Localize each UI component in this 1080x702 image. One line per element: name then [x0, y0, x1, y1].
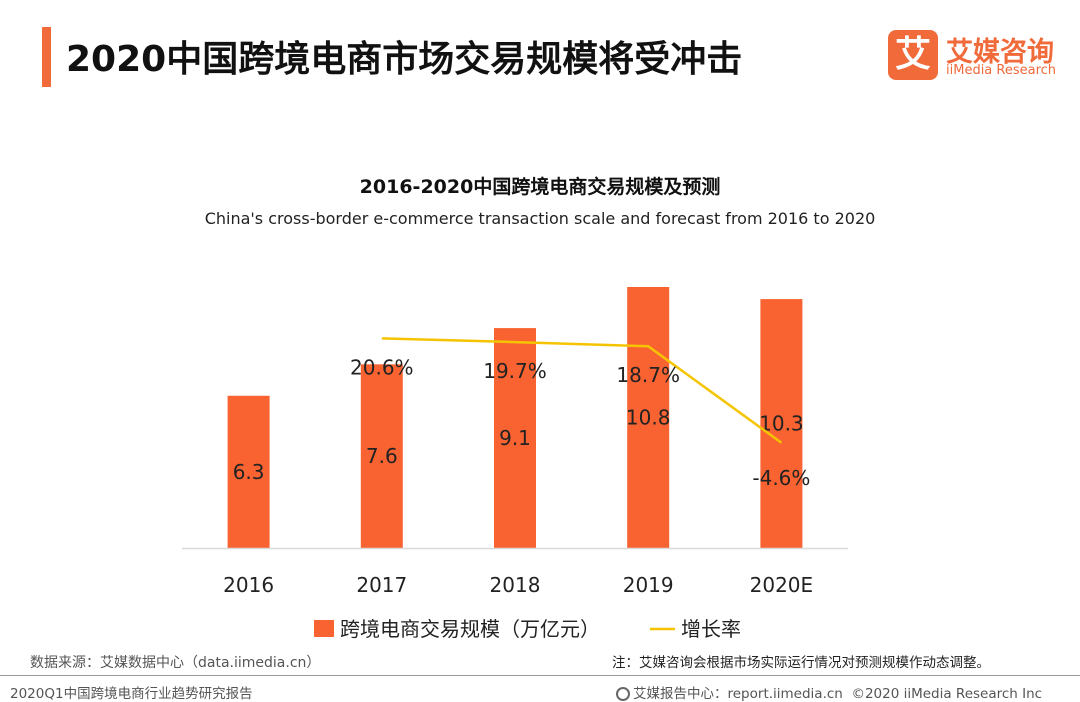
copyright: ©2020 iiMedia Research Inc: [851, 686, 1043, 702]
chart-subtitle: China's cross-border e-commerce transact…: [204, 209, 876, 228]
growth-label-2018: 19.7%: [483, 359, 547, 383]
title-accent-bar: [42, 27, 51, 87]
bar-value-label-2016: 6.3: [233, 460, 265, 484]
x-tick-label-2017: 2017: [356, 573, 407, 597]
growth-label-2020E: -4.6%: [752, 466, 810, 490]
bar-2018: [494, 328, 536, 548]
x-tick-label-2016: 2016: [223, 573, 274, 597]
footer-right: 艾媒报告中心：report.iimedia.cn ©2020 iiMedia R…: [616, 682, 1042, 702]
chart-title: 2016-2020中国跨境电商交易规模及预测: [359, 176, 721, 198]
growth-label-2017: 20.6%: [350, 355, 414, 379]
x-tick-label-2018: 2018: [490, 573, 541, 597]
logo-mark: 艾: [888, 30, 938, 80]
x-tick-label-2020E: 2020E: [750, 573, 814, 597]
data-source: 数据来源：艾媒数据中心（data.iimedia.cn）: [30, 655, 321, 671]
iimedia-logo: 艾 艾媒咨询 iiMedia Research: [888, 30, 1068, 80]
legend-swatch-bar: [314, 620, 334, 637]
report-name: 2020Q1中国跨境电商行业趋势研究报告: [10, 686, 253, 702]
report-center: 艾媒报告中心：report.iimedia.cn: [633, 686, 843, 702]
bar-2020E: [760, 299, 803, 548]
legend-label-line: 增长率: [681, 617, 741, 641]
logo-english-name: iiMedia Research: [946, 63, 1057, 78]
bar-2019: [627, 287, 670, 548]
bar-value-label-2018: 9.1: [499, 426, 531, 450]
bar-value-label-2019: 10.8: [626, 406, 671, 430]
growth-rate-line: [381, 337, 783, 444]
growth-label-2019: 18.7%: [616, 363, 680, 387]
x-tick-label-2019: 2019: [623, 573, 674, 597]
bar-2017: [360, 364, 403, 548]
logo-chinese-name: 艾媒咨询: [946, 37, 1054, 68]
legend-label-bar: 跨境电商交易规模（万亿元）: [340, 617, 600, 641]
bar-2016: [227, 395, 270, 548]
bar-value-label-2017: 7.6: [366, 444, 398, 468]
forecast-note: 注：艾媒咨询会根据市场实际运行情况对预测规模作动态调整。: [612, 655, 990, 671]
page-title: 2020中国跨境电商市场交易规模将受冲击: [66, 39, 743, 80]
globe-icon: [616, 687, 630, 701]
footer-divider: [0, 675, 1080, 676]
